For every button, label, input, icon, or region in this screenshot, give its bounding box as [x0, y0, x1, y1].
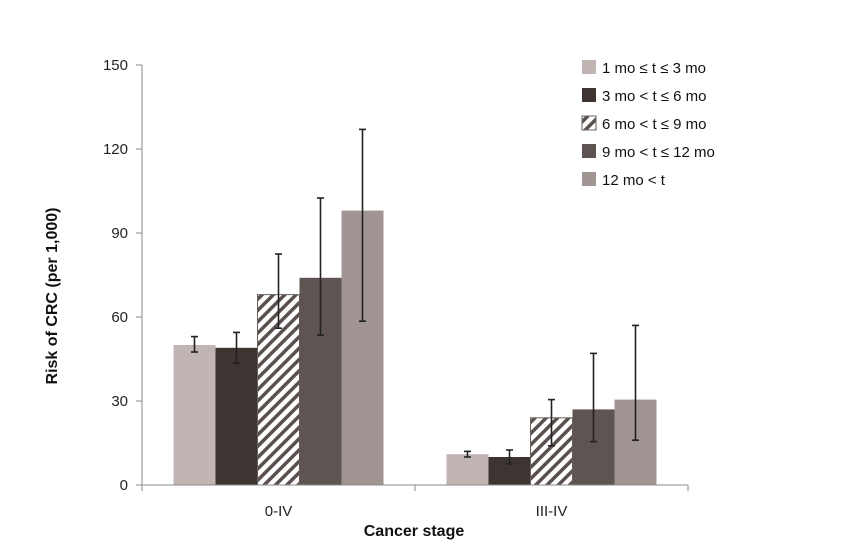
- legend-label: 12 mo < t: [602, 172, 666, 189]
- axes-layer: 0 30 60 90 120 150 0-IV III-IV: [103, 57, 689, 520]
- y-tick-label: 150: [103, 57, 128, 74]
- legend-label: 9 mo < t ≤ 12 mo: [602, 144, 715, 161]
- x-tick-label: 0-IV: [265, 503, 293, 520]
- bars-layer: [173, 210, 657, 486]
- y-axis-title: Risk of CRC (per 1,000): [44, 208, 61, 385]
- bar: [173, 345, 216, 485]
- y-tick-label: 30: [111, 393, 128, 410]
- y-tick-label: 90: [111, 225, 128, 242]
- y-tick-label: 0: [120, 477, 128, 494]
- legend-swatch: [582, 60, 596, 74]
- y-tick-label: 60: [111, 309, 128, 326]
- bar: [215, 347, 258, 485]
- x-tick-label: III-IV: [536, 503, 568, 520]
- legend-label: 3 mo < t ≤ 6 mo: [602, 88, 707, 105]
- legend-label: 6 mo < t ≤ 9 mo: [602, 116, 707, 133]
- bar: [446, 454, 489, 485]
- legend-swatch: [582, 144, 596, 158]
- legend: 1 mo ≤ t ≤ 3 mo 3 mo < t ≤ 6 mo 6 mo < t ≤…: [581, 60, 715, 189]
- legend-swatch: [582, 88, 596, 102]
- x-axis-title: Cancer stage: [364, 523, 465, 540]
- error-bars-layer: [191, 128, 639, 465]
- legend-swatch: [582, 172, 596, 186]
- legend-label: 1 mo ≤ t ≤ 3 mo: [602, 60, 706, 77]
- legend-swatch: [581, 115, 597, 131]
- y-tick-label: 120: [103, 141, 128, 158]
